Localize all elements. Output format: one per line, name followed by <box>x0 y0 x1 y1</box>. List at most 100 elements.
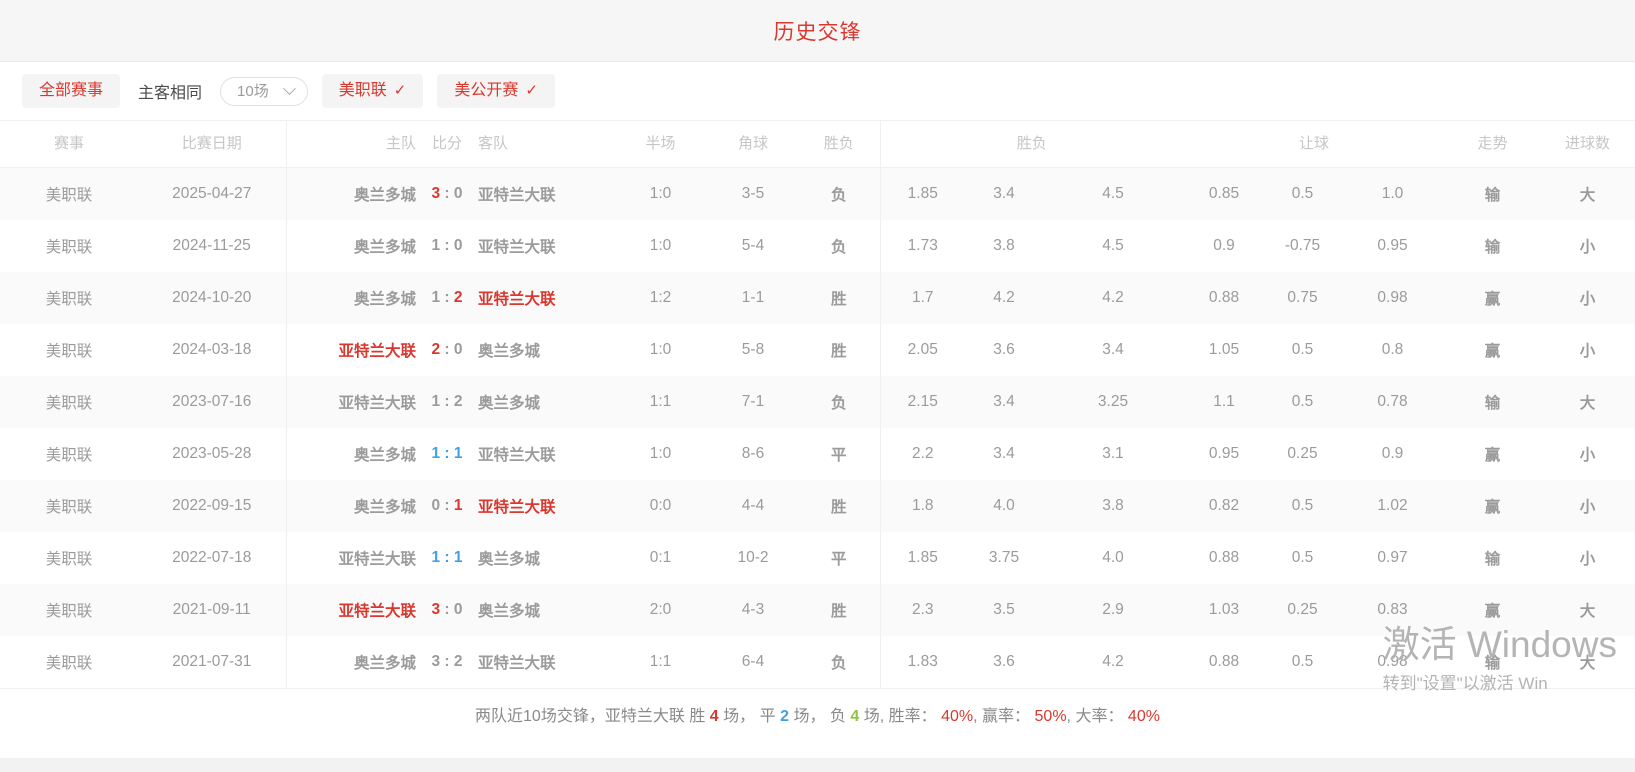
table-row[interactable]: 美职联 2024-03-18 亚特兰大联 2 : 0 奥兰多城 1:0 5-8 胜 2.05 3.… <box>0 323 1635 376</box>
summary-draw-unit: 场， <box>793 708 826 725</box>
table-row[interactable]: 美职联 2021-09-11 亚特兰大联 3 : 0 奥兰多城 2:0 4-3 胜 2.3 3.5… <box>0 583 1635 636</box>
cell-handicap-home: 0.85 <box>1183 167 1265 220</box>
cell-league: 美职联 <box>0 219 138 272</box>
match-count-select[interactable]: 10场 <box>220 76 308 106</box>
score-separator: : <box>440 496 454 514</box>
col-header-goals: 进球数 <box>1540 120 1635 168</box>
table-row[interactable]: 美职联 2021-07-31 奥兰多城 3 : 2 亚特兰大联 1:1 6-4 负 1.83 3.… <box>0 635 1635 688</box>
score-away: 1 <box>453 548 463 566</box>
table-row[interactable]: 美职联 2022-07-18 亚特兰大联 1 : 1 奥兰多城 0:1 10-2 平 1.85 3… <box>0 531 1635 584</box>
cell-odds-away: 4.2 <box>1043 635 1183 688</box>
cell-handicap-home: 0.88 <box>1183 271 1265 324</box>
cell-goals: 小 <box>1540 219 1635 272</box>
filter-home-away-same[interactable]: 主客相同 <box>138 85 203 102</box>
cell-handicap-line: 0.5 <box>1265 375 1340 428</box>
score-separator: : <box>440 392 454 410</box>
cell-goals: 大 <box>1540 167 1635 220</box>
cell-half-time: 1:1 <box>613 635 708 688</box>
cell-goals: 小 <box>1540 427 1635 480</box>
home-team-name: 亚特兰大联 <box>338 394 416 412</box>
cell-league: 美职联 <box>0 583 138 636</box>
summary-text: 两队近10场交锋，亚特兰大联 胜 4 场， 平 2 场， 负 4 场, 胜率： … <box>475 702 1160 726</box>
col-header-away: 客队 <box>478 120 613 168</box>
cell-corners: 4-4 <box>708 479 798 532</box>
cell-odds-draw: 3.6 <box>965 635 1043 688</box>
summary-prefix: 两队近10场交锋， <box>475 708 605 725</box>
cell-odds-draw: 3.6 <box>965 323 1043 376</box>
cell-away-team: 亚特兰大联 <box>478 427 613 480</box>
summary-bigrate-value: 40% <box>1127 708 1160 725</box>
cell-score: 0 : 1 <box>416 479 478 532</box>
filter-all-events[interactable]: 全部赛事 <box>22 74 121 108</box>
summary-draw-label: 平 <box>759 708 776 725</box>
cell-goals: 小 <box>1540 479 1635 532</box>
score-home: 1 <box>431 444 441 462</box>
cell-handicap-line: 0.75 <box>1265 271 1340 324</box>
away-team-name: 亚特兰大联 <box>478 290 556 308</box>
cell-result: 负 <box>798 375 880 428</box>
cell-goals: 大 <box>1540 635 1635 688</box>
filter-league-mls[interactable]: 美职联 ✓ <box>321 74 424 108</box>
title-bar: 历史交锋 <box>0 0 1635 62</box>
score-away: 2 <box>453 392 463 410</box>
table-header-row: 赛事 比赛日期 主队 比分 客队 半场 角球 胜负 胜负 让球 走势 进球数 <box>0 120 1635 168</box>
table-row[interactable]: 美职联 2025-04-27 奥兰多城 3 : 0 亚特兰大联 1:0 3-5 负 1.85 3.… <box>0 167 1635 220</box>
cell-result: 负 <box>798 635 880 688</box>
score-separator: : <box>440 288 454 306</box>
cell-away-team: 亚特兰大联 <box>478 479 613 532</box>
summary-bar: 两队近10场交锋，亚特兰大联 胜 4 场， 平 2 场， 负 4 场, 胜率： … <box>0 687 1635 740</box>
table-row[interactable]: 美职联 2023-07-16 亚特兰大联 1 : 2 奥兰多城 1:1 7-1 负 2.15 3.… <box>0 375 1635 428</box>
cell-handicap-away: 0.78 <box>1340 375 1446 428</box>
score-away: 0 <box>453 184 463 202</box>
table-row[interactable]: 美职联 2024-11-25 奥兰多城 1 : 0 亚特兰大联 1:0 5-4 负 1.73 3.… <box>0 219 1635 272</box>
table-row[interactable]: 美职联 2023-05-28 奥兰多城 1 : 1 亚特兰大联 1:0 8-6 平 2.2 3.4… <box>0 427 1635 480</box>
cell-handicap-away: 0.95 <box>1340 219 1446 272</box>
cell-half-time: 1:0 <box>613 323 708 376</box>
col-header-league: 赛事 <box>0 120 138 168</box>
cell-score: 1 : 2 <box>416 271 478 324</box>
cell-home-team: 亚特兰大联 <box>285 323 416 376</box>
check-icon: ✓ <box>525 82 538 99</box>
cell-handicap-away: 0.9 <box>1340 427 1446 480</box>
score-home: 1 <box>431 236 441 254</box>
bottom-strip <box>0 758 1635 772</box>
cell-goals: 大 <box>1540 583 1635 636</box>
table-row[interactable]: 美职联 2022-09-15 奥兰多城 0 : 1 亚特兰大联 0:0 4-4 胜 1.8 4.0… <box>0 479 1635 532</box>
cell-odds-away: 2.9 <box>1043 583 1183 636</box>
score-home: 3 <box>431 600 441 618</box>
cell-odds-away: 4.0 <box>1043 531 1183 584</box>
cell-corners: 5-4 <box>708 219 798 272</box>
cell-home-team: 奥兰多城 <box>285 271 416 324</box>
summary-profitrate-value: 50% <box>1034 708 1067 725</box>
home-team-name: 奥兰多城 <box>353 290 416 308</box>
cell-half-time: 2:0 <box>613 583 708 636</box>
cell-odds-draw: 4.0 <box>965 479 1043 532</box>
cell-half-time: 0:1 <box>613 531 708 584</box>
summary-comma-1: , <box>973 708 978 725</box>
cell-result: 胜 <box>798 583 880 636</box>
cell-odds-home: 1.85 <box>879 167 965 220</box>
cell-half-time: 1:0 <box>613 427 708 480</box>
home-team-name: 奥兰多城 <box>353 446 416 464</box>
cell-result: 胜 <box>798 323 880 376</box>
filter-league-mls-label: 美职联 <box>338 82 387 99</box>
cell-score: 3 : 0 <box>416 167 478 220</box>
home-team-name: 奥兰多城 <box>353 654 416 672</box>
cell-half-time: 0:0 <box>613 479 708 532</box>
cell-score: 1 : 1 <box>416 531 478 584</box>
cell-trend: 赢 <box>1445 583 1541 636</box>
cell-handicap-away: 0.8 <box>1340 323 1446 376</box>
cell-trend: 赢 <box>1445 271 1541 324</box>
cell-trend: 输 <box>1445 219 1541 272</box>
away-team-name: 亚特兰大联 <box>478 446 556 464</box>
cell-odds-away: 3.4 <box>1043 323 1183 376</box>
table-row[interactable]: 美职联 2024-10-20 奥兰多城 1 : 2 亚特兰大联 1:2 1-1 胜 1.7 4.2… <box>0 271 1635 324</box>
cell-score: 1 : 1 <box>416 427 478 480</box>
filter-league-usopen[interactable]: 美公开赛 ✓ <box>437 74 555 108</box>
cell-odds-away: 4.5 <box>1043 219 1183 272</box>
cell-league: 美职联 <box>0 531 138 584</box>
check-icon: ✓ <box>393 82 407 99</box>
cell-home-team: 奥兰多城 <box>285 427 416 480</box>
cell-handicap-away: 0.97 <box>1340 531 1446 584</box>
cell-goals: 小 <box>1540 323 1635 376</box>
